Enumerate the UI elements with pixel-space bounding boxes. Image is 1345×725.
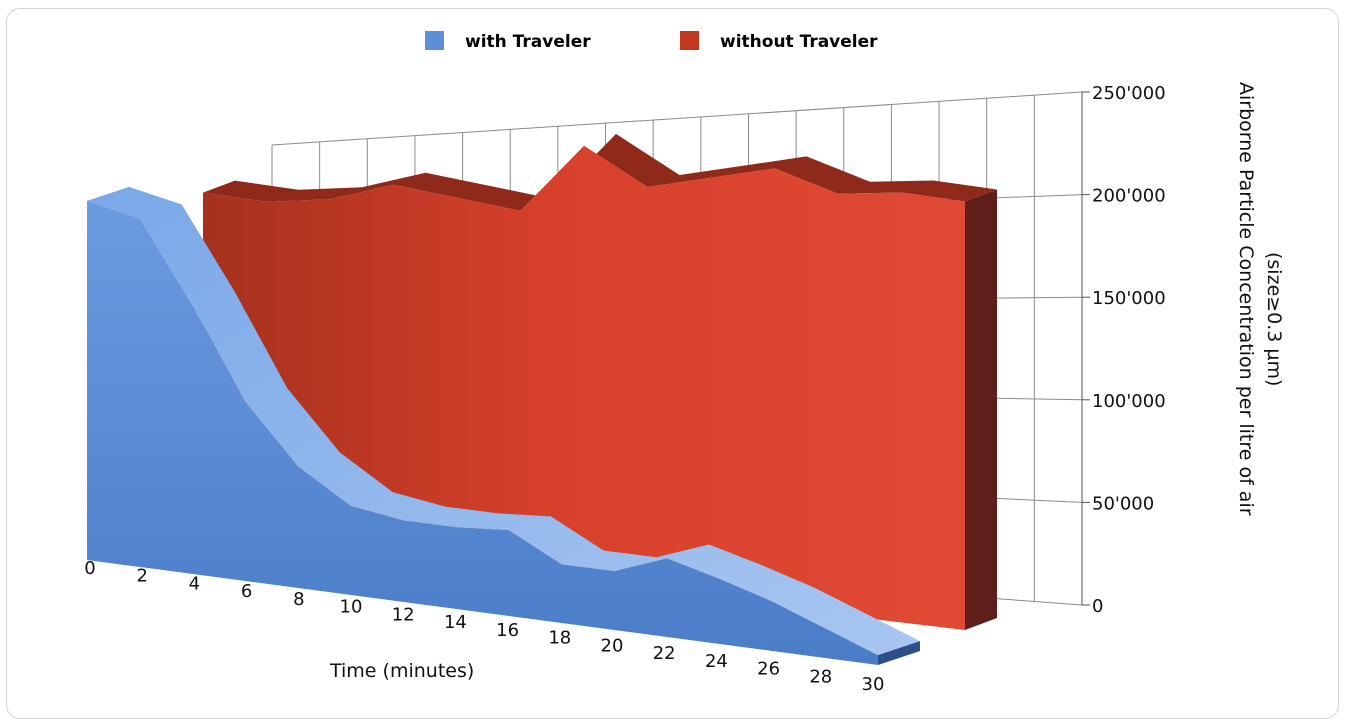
series-with-traveler-side: [878, 641, 920, 665]
x-tick-label: 30: [862, 674, 885, 695]
x-tick-label: 26: [757, 659, 780, 680]
legend-swatch-with-traveler: [425, 31, 444, 50]
series-with-traveler-area: [87, 200, 878, 666]
x-tick-label: 10: [340, 597, 363, 618]
legend: with Traveler without Traveler: [425, 31, 878, 52]
y-tick-label: 150'000: [1092, 288, 1166, 309]
x-tick-label: 8: [293, 589, 304, 610]
legend-label-with-traveler: with Traveler: [465, 32, 591, 52]
legend-label-without-traveler: without Traveler: [720, 32, 878, 52]
y-tick-label: 100'000: [1092, 391, 1166, 412]
y-tick-label: 250'000: [1092, 83, 1166, 104]
x-tick-label: 4: [189, 573, 200, 594]
x-axis-title: Time (minutes): [329, 660, 474, 682]
grid-hline: [271, 91, 1083, 146]
x-tick-label: 18: [548, 628, 571, 649]
y-axis-title: Airborne Particle Concentration per litr…: [1235, 82, 1257, 516]
x-tick-label: 24: [705, 651, 728, 672]
y-axis-title-group: Airborne Particle Concentration per litr…: [1235, 82, 1285, 516]
series-with-traveler: [87, 186, 920, 666]
x-tick-label: 16: [496, 620, 519, 641]
x-tick-label: 20: [601, 635, 624, 656]
y-tick-label: 200'000: [1092, 186, 1166, 207]
x-tick-label: 0: [84, 558, 95, 579]
x-tick-label: 2: [136, 566, 147, 587]
series-without-traveler-side: [965, 189, 997, 630]
x-axis: 0 2 4 6 8 10 12 14 16 18 20 22 24 26 28 30: [84, 558, 884, 695]
y-axis: 0 50'000 100'000 150'000 200'000 250'000: [1081, 83, 1166, 617]
x-tick-label: 22: [653, 643, 676, 664]
y-axis-subtitle: (size≥0.3 µm): [1263, 252, 1285, 386]
x-tick-label: 14: [444, 612, 467, 633]
x-tick-label: 12: [392, 604, 415, 625]
series-with-traveler-top: [87, 186, 920, 656]
y-tick-label: 0: [1092, 596, 1103, 617]
x-tick-label: 28: [809, 666, 832, 687]
legend-swatch-without-traveler: [680, 31, 699, 50]
y-tick-label: 50'000: [1092, 493, 1154, 514]
x-tick-label: 6: [241, 581, 252, 602]
series-without-traveler-top: [203, 133, 997, 211]
